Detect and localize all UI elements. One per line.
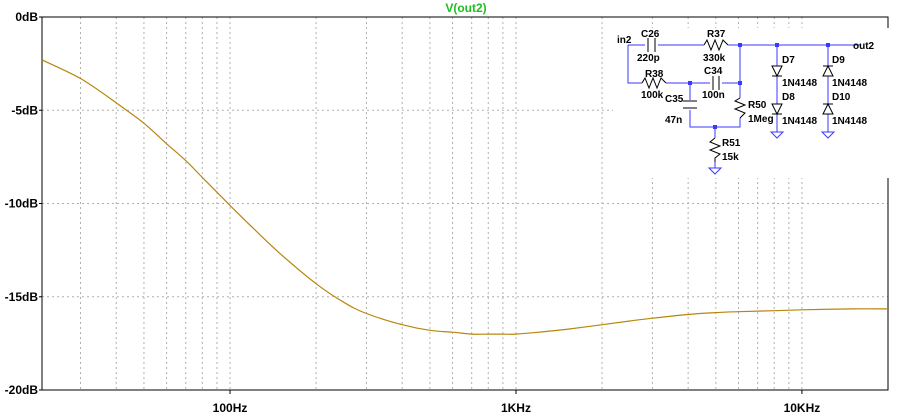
y-tick-label: -20dB — [5, 383, 39, 397]
part-value-c35: 47n — [665, 115, 682, 126]
part-value-r51: 15k — [722, 152, 739, 163]
part-ref-r38: R38 — [645, 69, 664, 80]
diode-symbol — [822, 102, 834, 115]
ground-symbol — [820, 131, 836, 139]
net-label-in: in2 — [617, 35, 632, 46]
ground-symbol — [707, 167, 723, 175]
part-ref-c26: C26 — [641, 29, 660, 40]
y-tick-label: -10dB — [5, 197, 39, 211]
resistor-symbol — [641, 76, 667, 90]
part-value-d7: 1N4148 — [782, 78, 817, 89]
junction — [713, 125, 717, 129]
part-value-d10: 1N4148 — [832, 116, 867, 127]
x-tick-label: 100Hz — [213, 401, 248, 415]
tick-labels: 0dB -5dB -10dB -15dB -20dB 100Hz 1KHz 10KHz — [5, 10, 821, 415]
part-ref-c35: C35 — [665, 94, 684, 105]
part-value-r38: 100k — [641, 90, 664, 101]
x-tick-label: 10KHz — [784, 401, 821, 415]
part-ref-d7: D7 — [782, 55, 795, 66]
part-ref-r37: R37 — [707, 29, 726, 40]
diode-symbol — [822, 64, 834, 77]
capacitor-symbol — [712, 76, 720, 90]
part-ref-d8: D8 — [782, 92, 795, 103]
circuit-schematic: in2 out2 C26 220p R37 330k R38 100k C34 … — [613, 28, 889, 178]
capacitor-symbol — [647, 38, 656, 52]
part-value-d9: 1N4148 — [832, 78, 867, 89]
schematic-background — [613, 28, 889, 178]
y-tick-label: -15dB — [5, 290, 39, 304]
series-layer — [41, 59, 889, 335]
part-value-c34: 100n — [702, 90, 725, 101]
capacitor-symbol — [683, 100, 697, 109]
net-label-out: out2 — [853, 41, 875, 52]
x-tick-label: 1KHz — [501, 401, 531, 415]
part-ref-r51: R51 — [722, 138, 741, 149]
resistor-symbol — [708, 137, 722, 162]
resistor-symbol — [703, 38, 729, 52]
part-value-d8: 1N4148 — [782, 116, 817, 127]
y-tick-label: -5dB — [11, 103, 38, 117]
junction — [775, 43, 779, 47]
resistor-symbol — [733, 97, 747, 119]
part-ref-d9: D9 — [832, 55, 845, 66]
ground-symbol — [769, 131, 785, 139]
diode-symbol — [771, 65, 783, 78]
plot-frame — [41, 16, 889, 391]
y-tick-label: 0dB — [15, 10, 38, 24]
part-ref-d10: D10 — [832, 92, 851, 103]
series-line-vout2 — [41, 59, 889, 335]
part-ref-c34: C34 — [704, 66, 723, 77]
diode-symbol — [771, 103, 783, 116]
junction — [738, 81, 742, 85]
junction — [688, 81, 692, 85]
part-value-c26: 220p — [637, 53, 660, 64]
part-ref-r50: R50 — [748, 100, 767, 111]
junction — [738, 43, 742, 47]
chart-title: V(out2) — [445, 1, 486, 15]
part-value-r37: 330k — [703, 53, 726, 64]
part-value-r50: 1Meg — [748, 114, 774, 125]
junction — [826, 43, 830, 47]
